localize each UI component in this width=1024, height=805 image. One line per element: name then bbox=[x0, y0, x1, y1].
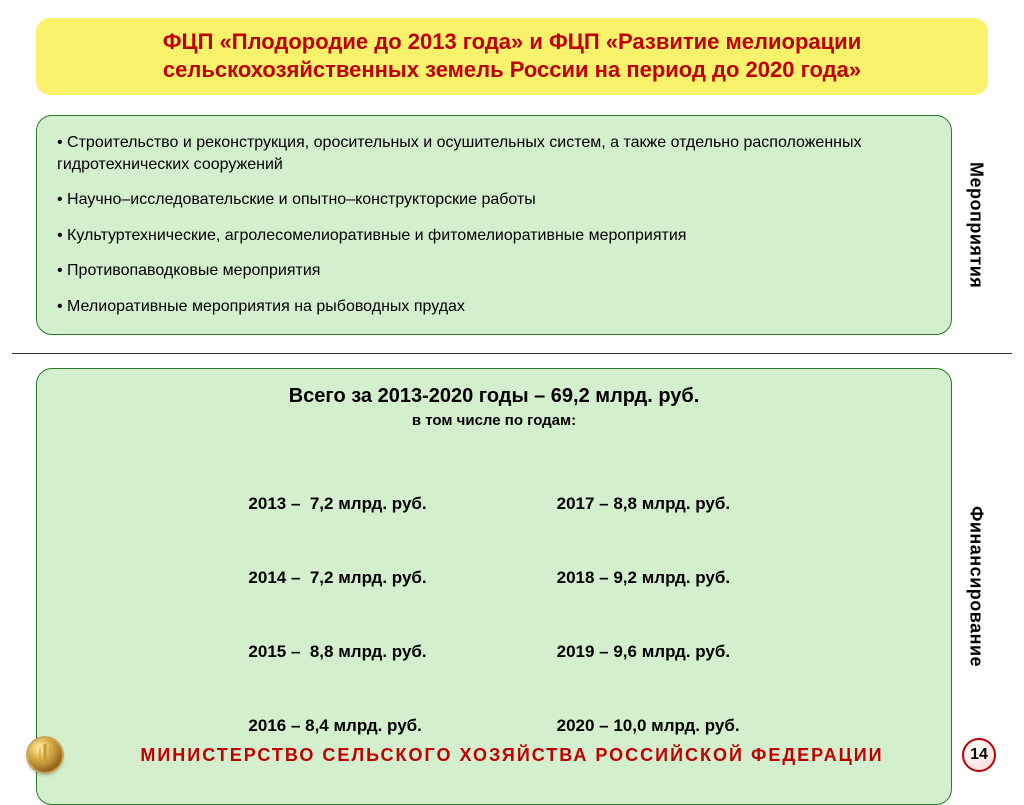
finance-year-row: 2014 – 7,2 млрд. руб. bbox=[248, 566, 426, 591]
footer: МИНИСТЕРСТВО СЕЛЬСКОГО ХОЗЯЙСТВА РОССИЙС… bbox=[0, 738, 1024, 772]
activity-bullet: Противопаводковые мероприятия bbox=[57, 260, 931, 282]
finance-columns: 2013 – 7,2 млрд. руб. 2014 – 7,2 млрд. р… bbox=[57, 443, 931, 788]
finance-side-label-text: Финансирование bbox=[966, 506, 987, 667]
activity-bullet: Строительство и реконструкция, ороситель… bbox=[57, 132, 931, 175]
finance-year-row: 2016 – 8,4 млрд. руб. bbox=[248, 714, 426, 739]
finance-col-left: 2013 – 7,2 млрд. руб. 2014 – 7,2 млрд. р… bbox=[248, 443, 426, 788]
title-line-1: ФЦП «Плодородие до 2013 года» и ФЦП «Раз… bbox=[60, 28, 964, 56]
activities-side-label-text: Мероприятия bbox=[966, 162, 987, 288]
title-bar: ФЦП «Плодородие до 2013 года» и ФЦП «Раз… bbox=[36, 18, 988, 95]
page-number-badge: 14 bbox=[962, 738, 996, 772]
activities-panel-wrap: Строительство и реконструкция, ороситель… bbox=[36, 115, 952, 335]
ministry-name: МИНИСТЕРСТВО СЕЛЬСКОГО ХОЗЯЙСТВА РОССИЙС… bbox=[62, 745, 962, 766]
activity-bullet: Культуртехнические, агролесомелиоративны… bbox=[57, 225, 931, 247]
finance-total: Всего за 2013-2020 годы – 69,2 млрд. руб… bbox=[57, 385, 931, 408]
ministry-logo-icon bbox=[28, 738, 62, 772]
finance-year-row: 2017 – 8,8 млрд. руб. bbox=[557, 492, 740, 517]
finance-col-right: 2017 – 8,8 млрд. руб. 2018 – 9,2 млрд. р… bbox=[557, 443, 740, 788]
activity-bullet: Мелиоративные мероприятия на рыбоводных … bbox=[57, 296, 931, 318]
finance-year-row: 2020 – 10,0 млрд. руб. bbox=[557, 714, 740, 739]
page-number: 14 bbox=[970, 746, 988, 764]
activities-side-label: Мероприятия bbox=[956, 115, 996, 335]
finance-year-row: 2019 – 9,6 млрд. руб. bbox=[557, 640, 740, 665]
activities-panel: Строительство и реконструкция, ороситель… bbox=[36, 115, 952, 335]
section-divider bbox=[12, 353, 1012, 354]
title-line-2: сельскохозяйственных земель России на пе… bbox=[60, 56, 964, 84]
finance-year-row: 2018 – 9,2 млрд. руб. bbox=[557, 566, 740, 591]
activity-bullet: Научно–исследовательские и опытно–констр… bbox=[57, 189, 931, 211]
finance-year-row: 2015 – 8,8 млрд. руб. bbox=[248, 640, 426, 665]
finance-year-row: 2013 – 7,2 млрд. руб. bbox=[248, 492, 426, 517]
finance-subtitle: в том числе по годам: bbox=[57, 412, 931, 429]
